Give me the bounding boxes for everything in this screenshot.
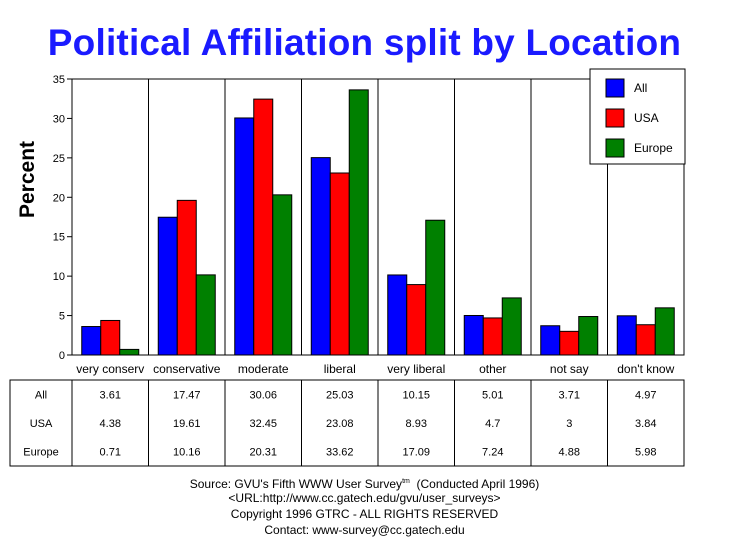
bar-europe	[272, 194, 293, 356]
legend-swatch-usa	[605, 108, 625, 128]
bar-usa	[253, 98, 274, 356]
bar-usa	[329, 172, 350, 356]
data-table-cell: 5.98	[635, 447, 656, 459]
x-tick-label: moderate	[238, 362, 289, 376]
data-table-cell: 3	[566, 418, 572, 430]
x-tick-label: very conserv	[76, 362, 144, 376]
chart-title: Political Affiliation split by Location	[47, 22, 682, 63]
data-table-cell: 3.84	[635, 418, 656, 430]
bar-all	[616, 315, 637, 356]
data-table-cell: 33.62	[326, 447, 354, 459]
data-table-cell: 3.61	[100, 389, 121, 401]
y-tick-label: 5	[59, 311, 65, 323]
x-tick-label: liberal	[324, 362, 356, 376]
x-tick-label: very liberal	[387, 362, 445, 376]
bar-europe	[501, 297, 522, 356]
bar-all	[387, 274, 408, 356]
y-tick-label: 20	[53, 192, 65, 204]
legend-swatch-europe	[605, 138, 625, 158]
bar-europe	[348, 89, 369, 356]
bar-all	[540, 325, 561, 356]
legend-label-all: All	[634, 81, 647, 95]
data-table-cell: 20.31	[249, 447, 277, 459]
footer-contact: Contact: www-survey@cc.gatech.edu	[264, 523, 465, 537]
legend-swatch-all	[605, 78, 625, 98]
y-tick-label: 30	[53, 113, 65, 125]
bar-usa	[406, 284, 427, 356]
footer-url: <URL:http://www.cc.gatech.edu/gvu/user_s…	[228, 491, 501, 505]
data-table-row-label: Europe	[23, 447, 58, 459]
data-table-cell: 4.97	[635, 389, 656, 401]
bar-all	[463, 314, 484, 356]
y-tick-label: 35	[53, 74, 65, 86]
bar-all	[310, 157, 331, 356]
data-table-cell: 3.71	[559, 389, 580, 401]
data-table-cell: 7.24	[482, 447, 503, 459]
footer-source-date: (Conducted April 1996)	[409, 477, 540, 491]
y-tick-label: 15	[53, 232, 65, 244]
bar-europe	[654, 307, 675, 356]
legend-label-europe: Europe	[634, 141, 673, 155]
bar-europe	[195, 274, 216, 356]
data-table-cell: 5.01	[482, 389, 503, 401]
bar-europe	[119, 348, 140, 356]
bar-usa	[482, 317, 503, 356]
bar-usa	[100, 319, 121, 356]
bar-all	[81, 326, 102, 356]
data-table-cell: 17.47	[173, 389, 201, 401]
data-table-cell: 4.88	[559, 447, 580, 459]
data-table-row-label: USA	[30, 418, 53, 430]
bar-all	[157, 216, 178, 356]
data-table-cell: 4.38	[100, 418, 121, 430]
data-table-cell: 17.09	[402, 447, 430, 459]
footer-tm-mark: tm	[402, 478, 410, 485]
data-table-cell: 30.06	[249, 389, 277, 401]
data-table-row-label: All	[35, 389, 47, 401]
data-table-cell: 19.61	[173, 418, 201, 430]
data-table-cell: 10.16	[173, 447, 201, 459]
bar-europe	[425, 219, 446, 356]
data-table-cell: 32.45	[249, 418, 277, 430]
x-tick-label: conservative	[153, 362, 221, 376]
data-table-cell: 10.15	[402, 389, 430, 401]
data-table-cell: 25.03	[326, 389, 354, 401]
y-tick-label: 0	[59, 350, 65, 362]
x-tick-label: other	[479, 362, 506, 376]
bar-usa	[635, 324, 656, 356]
y-tick-label: 10	[53, 271, 65, 283]
data-table-cell: 23.08	[326, 418, 354, 430]
x-tick-label: not say	[550, 362, 589, 376]
bar-all	[234, 117, 255, 356]
data-table-cell: 4.7	[485, 418, 500, 430]
data-table-cell: 0.71	[100, 447, 121, 459]
bar-usa	[176, 199, 197, 356]
footer-source-text: Source: GVU's Fifth WWW User Survey	[189, 477, 403, 491]
footer-copyright: Copyright 1996 GTRC - ALL RIGHTS RESERVE…	[230, 507, 499, 521]
legend-label-usa: USA	[634, 111, 659, 125]
data-table-frame	[9, 379, 685, 467]
bar-usa	[559, 330, 580, 356]
footer-source: Source: GVU's Fifth WWW User Surveytm (C…	[0, 477, 729, 491]
x-tick-label: don't know	[617, 362, 674, 376]
data-table-cell: 8.93	[406, 418, 427, 430]
y-tick-label: 25	[53, 153, 65, 165]
bar-europe	[578, 316, 599, 356]
